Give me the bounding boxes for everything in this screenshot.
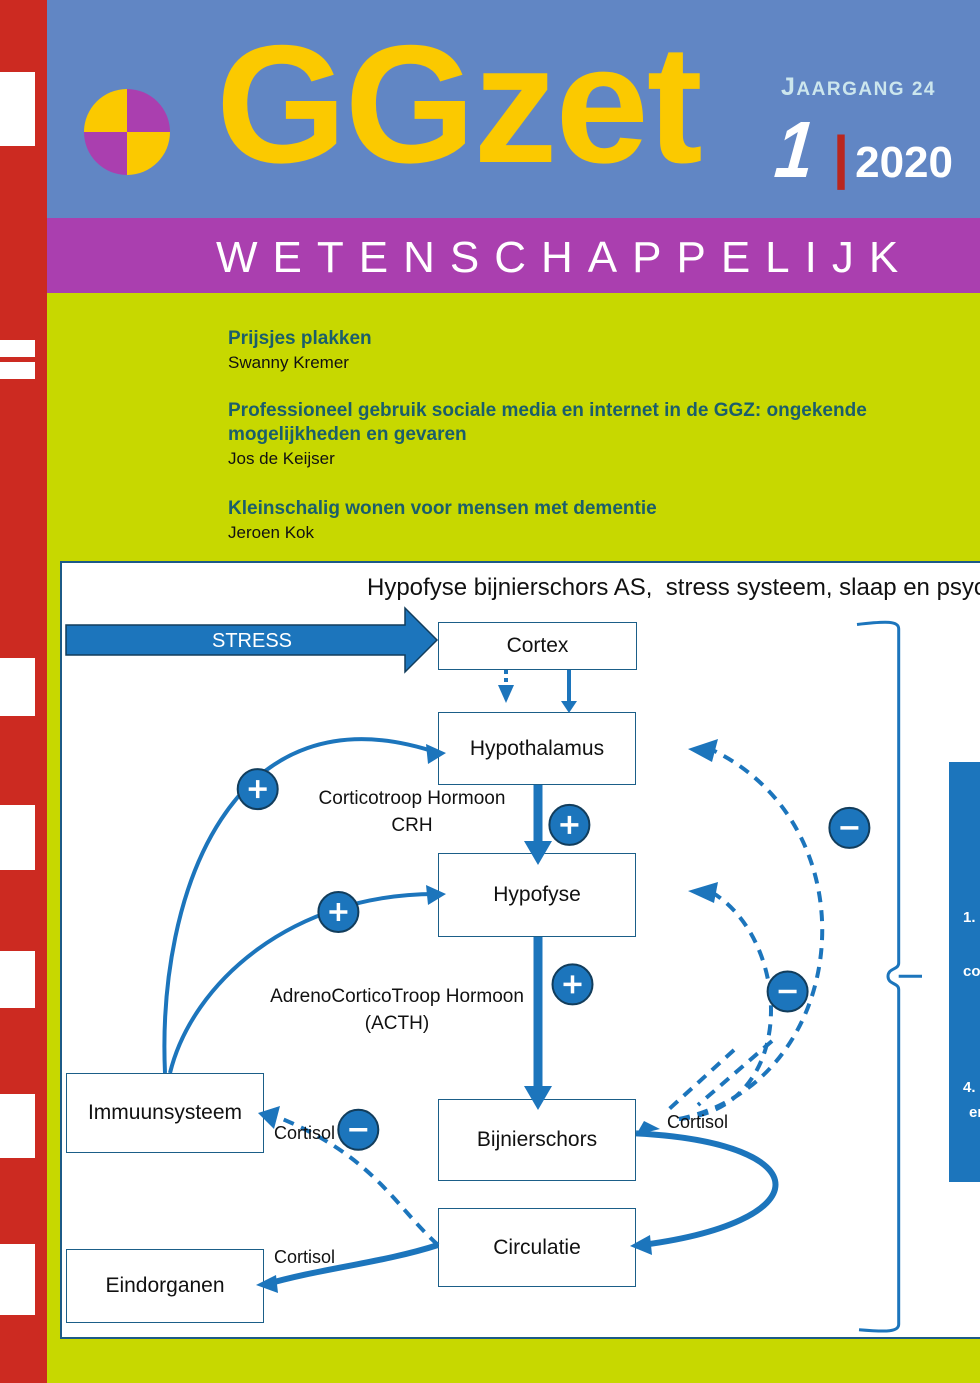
svg-text:Cortisol: Cortisol bbox=[274, 1123, 335, 1143]
svg-text:Corticotroop Hormoon: Corticotroop Hormoon bbox=[319, 788, 506, 809]
svg-text:AdrenoCorticoTroop Hormoon: AdrenoCorticoTroop Hormoon bbox=[270, 986, 524, 1007]
svg-text:STRESS: STRESS bbox=[212, 630, 292, 652]
svg-text:CRH: CRH bbox=[391, 815, 432, 836]
svg-text:Cortisol: Cortisol bbox=[274, 1247, 335, 1267]
svg-text:Cortisol: Cortisol bbox=[667, 1112, 728, 1132]
svg-text:(ACTH): (ACTH) bbox=[365, 1013, 429, 1034]
